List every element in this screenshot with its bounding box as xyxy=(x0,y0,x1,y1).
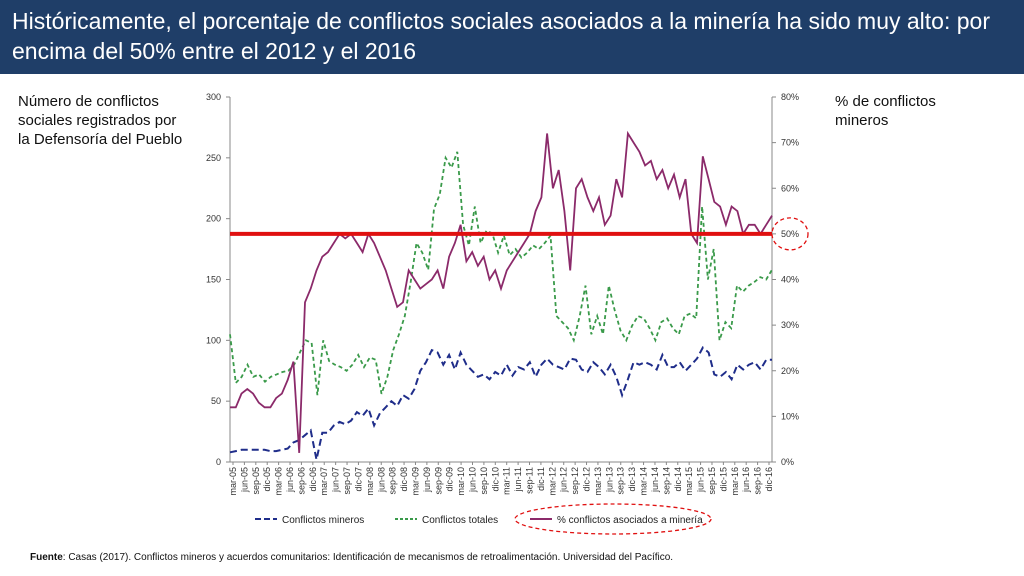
x-tick-label: dic-10 xyxy=(490,467,500,492)
x-tick-label: sep-05 xyxy=(251,467,261,495)
legend-highlight-oval xyxy=(514,503,712,535)
x-tick-label: dic-06 xyxy=(308,467,318,492)
left-tick-label: 200 xyxy=(206,214,221,224)
x-tick-label: sep-08 xyxy=(388,467,398,495)
x-tick-label: mar-11 xyxy=(502,467,512,495)
x-tick-label: dic-13 xyxy=(627,467,637,492)
x-tick-label: dic-05 xyxy=(262,467,272,492)
x-tick-label: jun-10 xyxy=(467,467,477,493)
x-tick-label: mar-12 xyxy=(547,467,557,496)
x-tick-label: dic-16 xyxy=(764,467,774,492)
x-tick-label: sep-15 xyxy=(707,467,717,495)
right-tick-label: 50% xyxy=(781,229,799,239)
x-tick-label: jun-06 xyxy=(285,467,295,493)
x-tick-label: jun-16 xyxy=(741,467,751,493)
left-axis-note: Número de conflictos sociales registrado… xyxy=(18,93,183,148)
x-tick-label: dic-12 xyxy=(582,467,592,492)
page-title: Históricamente, el porcentaje de conflic… xyxy=(12,8,990,64)
x-tick-label: dic-08 xyxy=(399,467,409,492)
left-tick-label: 250 xyxy=(206,153,221,163)
x-tick-label: sep-12 xyxy=(570,467,580,495)
x-tick-label: mar-10 xyxy=(456,467,466,496)
x-tick-label: dic-14 xyxy=(673,467,683,492)
x-tick-label: dic-09 xyxy=(445,467,455,492)
right-tick-label: 80% xyxy=(781,92,799,102)
x-tick-label: jun-12 xyxy=(559,467,569,493)
x-tick-label: mar-15 xyxy=(684,467,694,496)
source-label: Fuente xyxy=(30,552,63,563)
right-tick-label: 30% xyxy=(781,320,799,330)
source-note: Fuente: Casas (2017). Conflictos mineros… xyxy=(30,552,673,563)
x-tick-label: sep-13 xyxy=(616,467,626,495)
x-tick-label: mar-09 xyxy=(410,467,420,496)
series-line-porcentaje xyxy=(230,130,773,453)
right-tick-label: 10% xyxy=(781,411,799,421)
x-tick-label: sep-09 xyxy=(433,467,443,495)
x-tick-label: mar-07 xyxy=(319,467,329,496)
x-tick-label: mar-08 xyxy=(365,467,375,496)
left-tick-label: 150 xyxy=(206,275,221,285)
legend-label: % conflictos asociados a minería xyxy=(557,515,703,526)
x-tick-label: dic-07 xyxy=(353,467,363,492)
x-tick-label: jun-09 xyxy=(422,467,432,493)
x-tick-label: jun-14 xyxy=(650,467,660,493)
right-tick-label: 70% xyxy=(781,138,799,148)
series-line-totales xyxy=(229,151,773,396)
right-axis-note: % de conflictos mineros xyxy=(835,93,936,129)
left-tick-label: 50 xyxy=(211,396,221,406)
x-tick-label: jun-13 xyxy=(604,467,614,493)
x-tick-label: jun-15 xyxy=(696,467,706,493)
threshold-highlight-circle xyxy=(771,217,809,251)
right-tick-label: 20% xyxy=(781,366,799,376)
x-tick-label: sep-14 xyxy=(661,467,671,495)
x-tick-label: sep-16 xyxy=(753,467,763,495)
title-bar: Históricamente, el porcentaje de conflic… xyxy=(0,0,1024,76)
x-tick-label: mar-14 xyxy=(639,467,649,496)
x-tick-label: sep-11 xyxy=(525,467,535,494)
x-tick-label: sep-06 xyxy=(296,467,306,495)
x-tick-label: mar-13 xyxy=(593,467,603,496)
legend-label: Conflictos mineros xyxy=(282,515,364,526)
x-tick-label: dic-11 xyxy=(536,467,546,491)
x-tick-label: sep-10 xyxy=(479,467,489,495)
right-tick-label: 60% xyxy=(781,183,799,193)
legend-label: Conflictos totales xyxy=(422,515,498,526)
x-tick-label: sep-07 xyxy=(342,467,352,495)
x-tick-label: mar-05 xyxy=(228,467,238,496)
right-tick-label: 40% xyxy=(781,275,799,285)
left-tick-label: 300 xyxy=(206,92,221,102)
x-tick-label: jun-11 xyxy=(513,467,523,492)
x-tick-label: jun-08 xyxy=(376,467,386,493)
left-tick-label: 100 xyxy=(206,335,221,345)
left-tick-label: 0 xyxy=(216,457,221,467)
x-tick-label: dic-15 xyxy=(718,467,728,492)
x-tick-label: jun-07 xyxy=(331,467,341,493)
right-tick-label: 0% xyxy=(781,457,794,467)
x-tick-label: jun-05 xyxy=(239,467,249,493)
source-text: : Casas (2017). Conflictos mineros y acu… xyxy=(62,552,674,563)
x-tick-label: mar-16 xyxy=(730,467,740,496)
series-line-mineros xyxy=(229,346,772,460)
x-tick-label: mar-06 xyxy=(274,467,284,496)
